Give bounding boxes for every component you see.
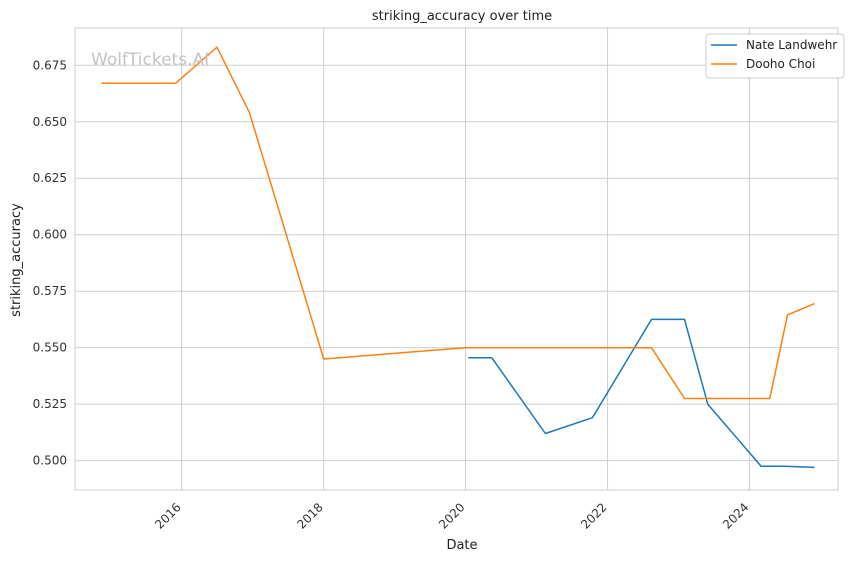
- y-tick-label: 0.675: [33, 58, 67, 72]
- y-tick-label: 0.550: [33, 341, 67, 355]
- x-tick-label: 2016: [152, 500, 183, 531]
- legend-label-nate-landwehr: Nate Landwehr: [746, 38, 837, 52]
- x-tick-label: 2024: [720, 500, 751, 531]
- series-line-nate-landwehr: [468, 318, 815, 469]
- y-axis-title: striking_accuracy: [9, 203, 24, 317]
- x-tick-label: 2018: [294, 500, 325, 531]
- tick-labels: 0.500 0.525 0.550 0.575 0.600 0.625 0.650 0.675…: [33, 58, 752, 531]
- chart-title: striking_accuracy over time: [372, 9, 552, 24]
- watermark: WolfTickets.AI: [91, 50, 209, 70]
- grid: [75, 28, 838, 490]
- x-tick-label: 2022: [578, 500, 609, 531]
- y-tick-label: 0.650: [33, 115, 67, 129]
- x-axis-title: Date: [446, 538, 477, 553]
- legend-box: [705, 33, 845, 79]
- y-tick-label: 0.500: [33, 454, 67, 468]
- legend-label-dooho-choi: Dooho Choi: [746, 57, 815, 71]
- y-tick-label: 0.600: [33, 228, 67, 242]
- y-tick-label: 0.575: [33, 284, 67, 298]
- series-line-dooho-choi: [101, 46, 815, 400]
- y-tick-label: 0.525: [33, 397, 67, 411]
- series-layer: [101, 46, 815, 469]
- plot-area: [74, 27, 839, 491]
- x-tick-label: 2020: [436, 500, 467, 531]
- legend: Nate Landwehr Dooho Choi: [705, 33, 845, 79]
- y-tick-label: 0.625: [33, 171, 67, 185]
